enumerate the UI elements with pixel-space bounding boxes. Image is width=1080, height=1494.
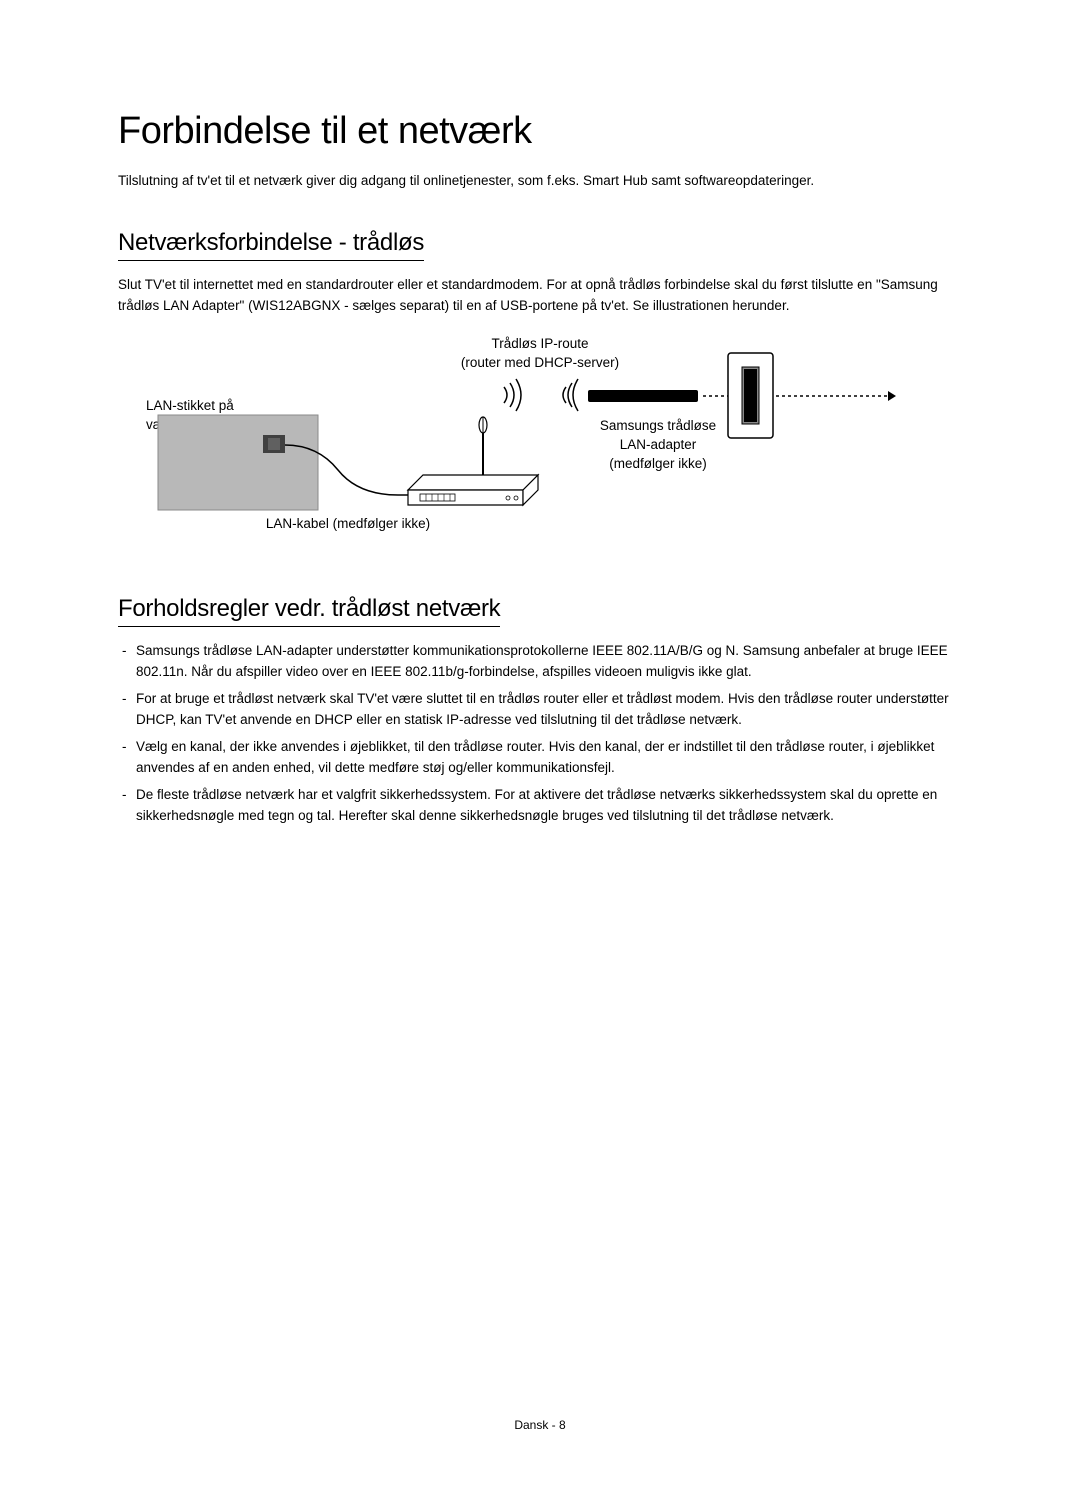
section-wireless: Netværksforbindelse - trådløs Slut TV'et… xyxy=(118,229,962,545)
network-diagram: Trådløs IP-route (router med DHCP-server… xyxy=(118,335,962,545)
list-item: Samsungs trådløse LAN-adapter understøtt… xyxy=(118,641,962,683)
list-item: Vælg en kanal, der ikke anvendes i øjebl… xyxy=(118,737,962,779)
page-title: Forbindelse til et netværk xyxy=(118,110,962,153)
section-heading-wireless: Netværksforbindelse - trådløs xyxy=(118,229,424,261)
page-footer: Dansk - 8 xyxy=(0,1418,1080,1432)
list-item: For at bruge et trådløst netværk skal TV… xyxy=(118,689,962,731)
precautions-list: Samsungs trådløse LAN-adapter understøtt… xyxy=(118,641,962,826)
list-item: De fleste trådløse netværk har et valgfr… xyxy=(118,785,962,827)
intro-paragraph: Tilslutning af tv'et til et netværk give… xyxy=(118,171,962,191)
diagram-svg xyxy=(118,335,962,535)
section-precautions: Forholdsregler vedr. trådløst netværk Sa… xyxy=(118,595,962,826)
section-heading-precautions: Forholdsregler vedr. trådløst netværk xyxy=(118,595,500,627)
section-text-wireless: Slut TV'et til internettet med en standa… xyxy=(118,275,962,317)
